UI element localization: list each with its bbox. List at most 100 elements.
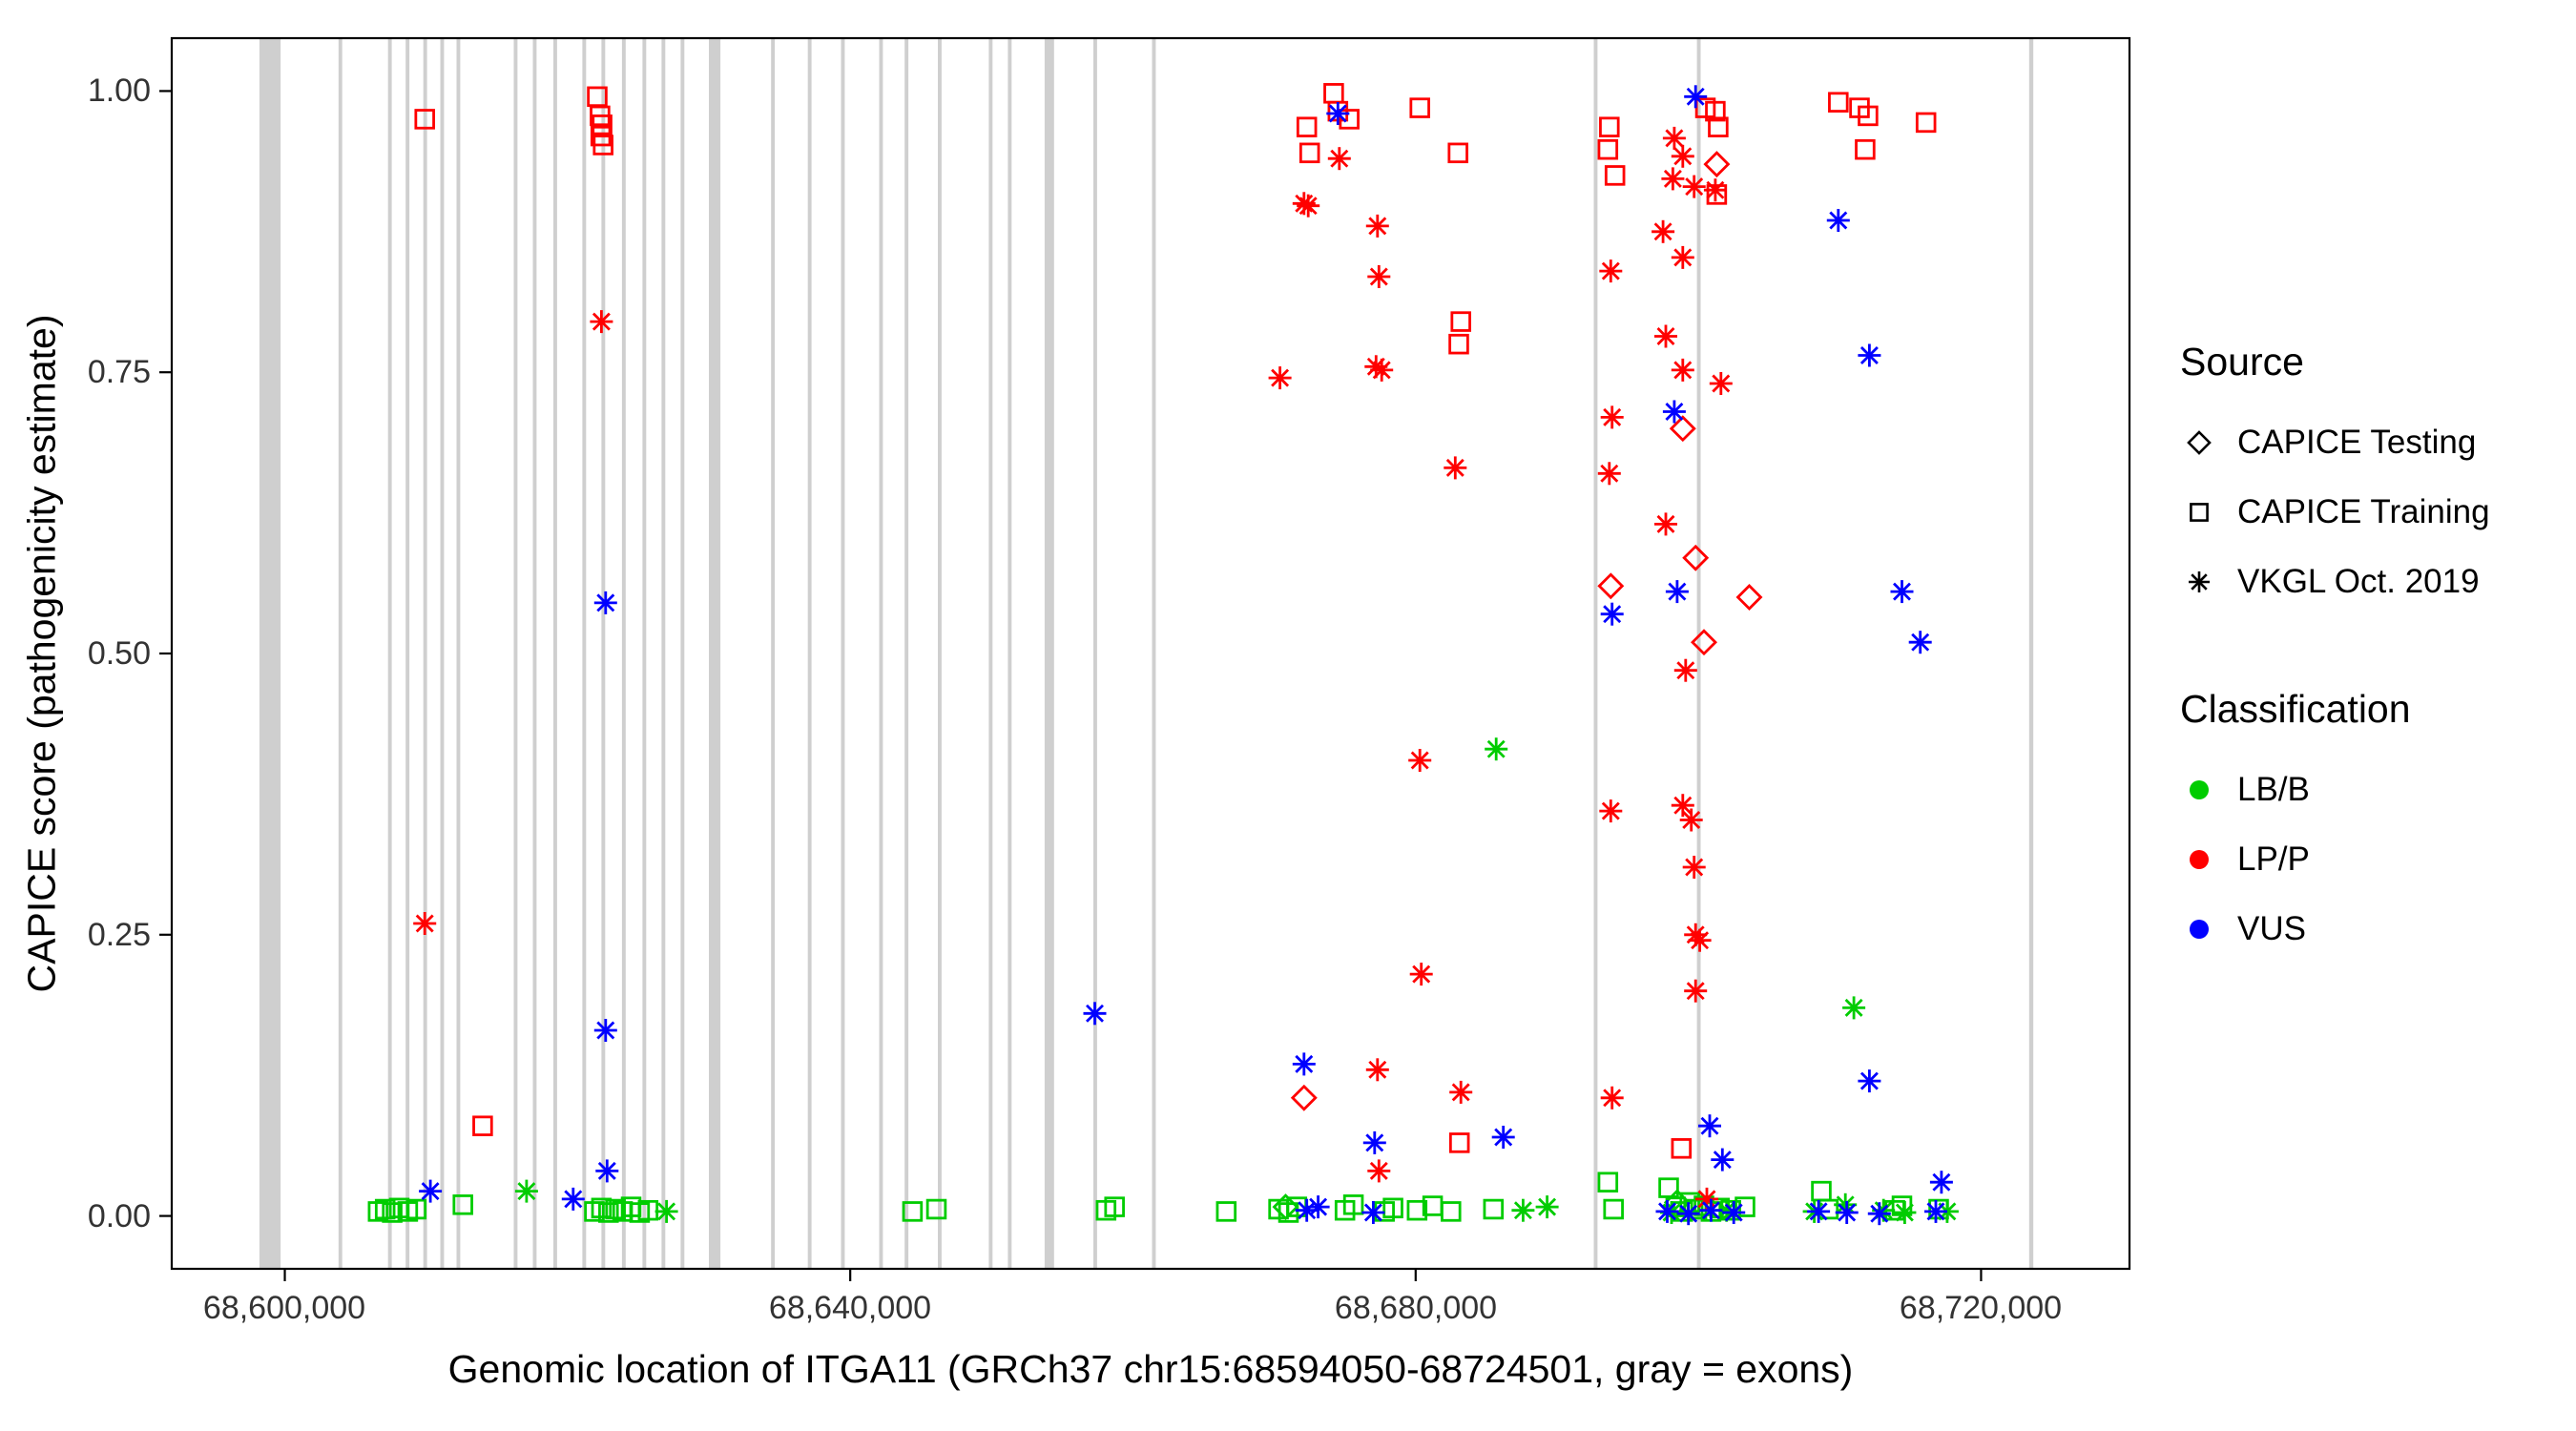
diamond-icon <box>2180 424 2218 462</box>
data-point-asterisk <box>514 1179 538 1203</box>
data-point-square <box>902 1201 924 1222</box>
data-point-asterisk <box>1600 405 1624 429</box>
data-point-asterisk <box>1600 1086 1624 1110</box>
x-tick-label-68680000: 68,680,000 <box>1334 1290 1498 1326</box>
data-point-square <box>1735 1196 1755 1217</box>
data-point-asterisk <box>1597 462 1621 486</box>
data-point-asterisk <box>561 1187 585 1211</box>
legend-label-lbb: LB/B <box>2237 770 2310 808</box>
data-point-square <box>1339 109 1360 130</box>
data-point-square <box>1858 105 1879 127</box>
data-point-asterisk <box>1924 1199 1947 1223</box>
data-point-square <box>1323 83 1344 104</box>
data-point-asterisk <box>1679 808 1703 832</box>
data-point-asterisk <box>595 1159 619 1183</box>
data-point-asterisk <box>1684 979 1708 1003</box>
x-tick-label-68720000: 68,720,000 <box>1899 1290 2063 1326</box>
data-point-diamond <box>1669 415 1696 443</box>
data-point-asterisk <box>1842 996 1866 1020</box>
y-axis-title: CAPICE score (pathogenicity estimate) <box>19 314 64 993</box>
data-point-asterisk <box>1306 1195 1330 1219</box>
data-point-asterisk <box>1826 209 1850 232</box>
data-point-square <box>1450 311 1471 332</box>
exon-bar <box>1044 38 1054 1269</box>
data-point-asterisk <box>1709 372 1733 395</box>
data-point-square <box>1382 1197 1403 1219</box>
data-point-square <box>472 1115 493 1136</box>
lpp-dot-icon <box>2180 840 2218 879</box>
data-point-asterisk <box>1326 102 1350 125</box>
data-point-asterisk <box>1682 175 1706 198</box>
data-point-asterisk <box>590 310 613 334</box>
data-point-asterisk <box>593 591 617 614</box>
data-point-asterisk <box>1449 1080 1473 1104</box>
data-point-square <box>1406 1199 1428 1221</box>
exon-bar <box>904 38 909 1269</box>
legend-item-vkgl: VKGL Oct. 2019 <box>2180 547 2490 616</box>
data-point-asterisk <box>1485 737 1508 761</box>
exon-bar <box>680 38 685 1269</box>
data-point-asterisk <box>1362 1130 1386 1154</box>
data-point-square <box>1708 116 1729 137</box>
data-point-square <box>1828 92 1849 113</box>
legend-item-lbb: LB/B <box>2180 755 2490 824</box>
data-point-square <box>1604 165 1626 186</box>
data-point-asterisk <box>1698 1114 1721 1138</box>
data-point-asterisk <box>1807 1199 1831 1223</box>
data-point-square <box>1705 100 1726 122</box>
data-point-square <box>1483 1198 1505 1220</box>
exon-bar <box>988 38 993 1269</box>
data-point-asterisk <box>419 1179 443 1203</box>
lbb-dot-icon <box>2180 771 2218 809</box>
data-point-asterisk <box>1491 1126 1515 1149</box>
legend-label-capice-testing: CAPICE Testing <box>2237 423 2477 461</box>
data-point-square <box>1215 1201 1237 1222</box>
data-point-asterisk <box>1535 1195 1559 1219</box>
data-point-asterisk <box>1268 366 1292 390</box>
data-point-square <box>414 109 435 130</box>
exon-bar <box>1152 38 1156 1269</box>
legend-label-vus: VUS <box>2237 909 2306 947</box>
data-point-square <box>1811 1180 1832 1202</box>
exon-bar <box>879 38 883 1269</box>
data-point-asterisk <box>1662 400 1686 424</box>
data-point-asterisk <box>593 1019 617 1042</box>
data-point-asterisk <box>1671 358 1694 382</box>
data-point-square <box>1855 138 1876 160</box>
exon-bar <box>771 38 776 1269</box>
data-point-asterisk <box>1929 1171 1953 1194</box>
data-point-asterisk <box>1673 658 1697 682</box>
data-point-asterisk <box>1367 1159 1391 1183</box>
data-point-square <box>584 1201 605 1222</box>
asterisk-icon <box>2180 563 2218 601</box>
data-point-diamond <box>1597 572 1625 600</box>
data-point-asterisk <box>1908 631 1932 654</box>
data-point-square <box>1448 333 1469 355</box>
data-point-asterisk <box>1665 580 1689 604</box>
exon-bar <box>2028 38 2034 1269</box>
data-point-square <box>367 1201 389 1222</box>
data-point-asterisk <box>1655 1199 1679 1223</box>
vus-dot-icon <box>2180 910 2218 948</box>
data-point-square <box>592 114 613 135</box>
exon-bar <box>1593 38 1598 1269</box>
data-point-square <box>1671 1138 1693 1159</box>
y-tick-label-100: 1.00 <box>87 73 151 109</box>
data-point-square <box>592 135 613 156</box>
y-tick-label-050: 0.50 <box>87 635 151 672</box>
data-point-asterisk <box>1835 1201 1859 1224</box>
data-point-square <box>605 1198 626 1220</box>
data-point-asterisk <box>1444 456 1467 480</box>
legend-source-title: Source <box>2180 340 2304 384</box>
legend-item-vus: VUS <box>2180 894 2490 964</box>
data-point-asterisk <box>1408 749 1432 772</box>
legend-item-capice-training: CAPICE Training <box>2180 477 2490 547</box>
exon-bar <box>709 38 721 1269</box>
data-point-square <box>452 1194 473 1215</box>
data-point-asterisk <box>1511 1198 1535 1222</box>
data-point-diamond <box>1290 1084 1318 1111</box>
data-point-square <box>1447 142 1468 164</box>
data-point-square <box>374 1198 396 1220</box>
data-point-asterisk <box>1361 1201 1385 1224</box>
